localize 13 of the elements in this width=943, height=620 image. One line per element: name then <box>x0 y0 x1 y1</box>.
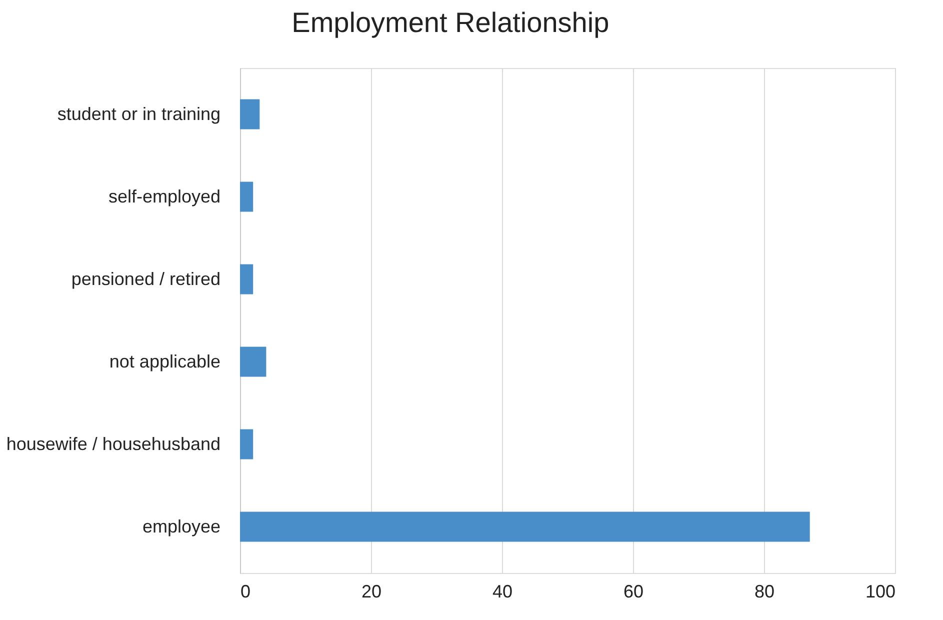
y-tick-label: employee <box>142 516 220 536</box>
x-tick-label: 80 <box>754 582 775 602</box>
x-tick-label: 100 <box>865 582 896 602</box>
x-tick-label: 60 <box>623 582 644 602</box>
y-tick-label: student or in training <box>57 104 220 124</box>
y-tick-label: self-employed <box>108 186 220 206</box>
x-tick-label: 40 <box>492 582 513 602</box>
chart-title: Employment Relationship <box>292 7 610 38</box>
y-tick-label: not applicable <box>109 351 220 372</box>
y-tick-label: pensioned / retired <box>71 268 220 289</box>
x-tick-label: 0 <box>240 582 251 602</box>
y-tick-label: housewife / househusband <box>6 434 220 454</box>
x-tick-label: 20 <box>361 582 382 602</box>
